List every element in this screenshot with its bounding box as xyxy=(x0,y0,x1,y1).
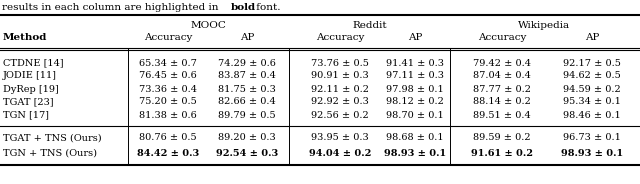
Text: AP: AP xyxy=(585,33,599,43)
Text: 90.91 ± 0.3: 90.91 ± 0.3 xyxy=(311,72,369,81)
Text: 88.14 ± 0.2: 88.14 ± 0.2 xyxy=(473,98,531,107)
Text: 98.46 ± 0.1: 98.46 ± 0.1 xyxy=(563,111,621,119)
Text: 87.77 ± 0.2: 87.77 ± 0.2 xyxy=(473,84,531,93)
Text: 82.66 ± 0.4: 82.66 ± 0.4 xyxy=(218,98,276,107)
Text: 89.59 ± 0.2: 89.59 ± 0.2 xyxy=(473,134,531,142)
Text: 98.12 ± 0.2: 98.12 ± 0.2 xyxy=(386,98,444,107)
Text: 97.11 ± 0.3: 97.11 ± 0.3 xyxy=(386,72,444,81)
Text: 89.79 ± 0.5: 89.79 ± 0.5 xyxy=(218,111,276,119)
Text: DyRep [19]: DyRep [19] xyxy=(3,84,59,93)
Text: 89.20 ± 0.3: 89.20 ± 0.3 xyxy=(218,134,276,142)
Text: 75.20 ± 0.5: 75.20 ± 0.5 xyxy=(139,98,197,107)
Text: 92.17 ± 0.5: 92.17 ± 0.5 xyxy=(563,59,621,68)
Text: 73.36 ± 0.4: 73.36 ± 0.4 xyxy=(139,84,197,93)
Text: 92.11 ± 0.2: 92.11 ± 0.2 xyxy=(311,84,369,93)
Text: 80.76 ± 0.5: 80.76 ± 0.5 xyxy=(139,134,197,142)
Text: 98.93 ± 0.1: 98.93 ± 0.1 xyxy=(561,148,623,158)
Text: MOOC: MOOC xyxy=(191,22,227,31)
Text: bold: bold xyxy=(231,3,256,13)
Text: 97.98 ± 0.1: 97.98 ± 0.1 xyxy=(386,84,444,93)
Text: 92.92 ± 0.3: 92.92 ± 0.3 xyxy=(311,98,369,107)
Text: 94.59 ± 0.2: 94.59 ± 0.2 xyxy=(563,84,621,93)
Text: JODIE [11]: JODIE [11] xyxy=(3,72,57,81)
Text: 84.42 ± 0.3: 84.42 ± 0.3 xyxy=(137,148,199,158)
Text: Reddit: Reddit xyxy=(352,22,387,31)
Text: 89.51 ± 0.4: 89.51 ± 0.4 xyxy=(473,111,531,119)
Text: CTDNE [14]: CTDNE [14] xyxy=(3,59,63,68)
Text: Wikipedia: Wikipedia xyxy=(518,22,570,31)
Text: Method: Method xyxy=(3,33,47,43)
Text: 79.42 ± 0.4: 79.42 ± 0.4 xyxy=(473,59,531,68)
Text: 87.04 ± 0.4: 87.04 ± 0.4 xyxy=(473,72,531,81)
Text: 73.76 ± 0.5: 73.76 ± 0.5 xyxy=(311,59,369,68)
Text: 91.61 ± 0.2: 91.61 ± 0.2 xyxy=(471,148,533,158)
Text: TGAT [23]: TGAT [23] xyxy=(3,98,54,107)
Text: 81.75 ± 0.3: 81.75 ± 0.3 xyxy=(218,84,276,93)
Text: TGN [17]: TGN [17] xyxy=(3,111,49,119)
Text: 91.41 ± 0.3: 91.41 ± 0.3 xyxy=(386,59,444,68)
Text: 93.95 ± 0.3: 93.95 ± 0.3 xyxy=(311,134,369,142)
Text: results in each column are highlighted in: results in each column are highlighted i… xyxy=(2,3,221,13)
Text: Accuracy: Accuracy xyxy=(144,33,192,43)
Text: 96.73 ± 0.1: 96.73 ± 0.1 xyxy=(563,134,621,142)
Text: Accuracy: Accuracy xyxy=(316,33,364,43)
Text: 74.29 ± 0.6: 74.29 ± 0.6 xyxy=(218,59,276,68)
Text: 94.62 ± 0.5: 94.62 ± 0.5 xyxy=(563,72,621,81)
Text: font.: font. xyxy=(253,3,280,13)
Text: 98.68 ± 0.1: 98.68 ± 0.1 xyxy=(386,134,444,142)
Text: 92.56 ± 0.2: 92.56 ± 0.2 xyxy=(311,111,369,119)
Text: TGN + TNS (Ours): TGN + TNS (Ours) xyxy=(3,148,97,158)
Text: 81.38 ± 0.6: 81.38 ± 0.6 xyxy=(139,111,197,119)
Text: AP: AP xyxy=(240,33,254,43)
Text: 83.87 ± 0.4: 83.87 ± 0.4 xyxy=(218,72,276,81)
Text: 65.34 ± 0.7: 65.34 ± 0.7 xyxy=(139,59,197,68)
Text: 98.93 ± 0.1: 98.93 ± 0.1 xyxy=(384,148,446,158)
Text: 76.45 ± 0.6: 76.45 ± 0.6 xyxy=(139,72,197,81)
Text: TGAT + TNS (Ours): TGAT + TNS (Ours) xyxy=(3,134,102,142)
Text: 94.04 ± 0.2: 94.04 ± 0.2 xyxy=(309,148,371,158)
Text: Accuracy: Accuracy xyxy=(478,33,526,43)
Text: 98.70 ± 0.1: 98.70 ± 0.1 xyxy=(386,111,444,119)
Text: AP: AP xyxy=(408,33,422,43)
Text: 92.54 ± 0.3: 92.54 ± 0.3 xyxy=(216,148,278,158)
Text: 95.34 ± 0.1: 95.34 ± 0.1 xyxy=(563,98,621,107)
